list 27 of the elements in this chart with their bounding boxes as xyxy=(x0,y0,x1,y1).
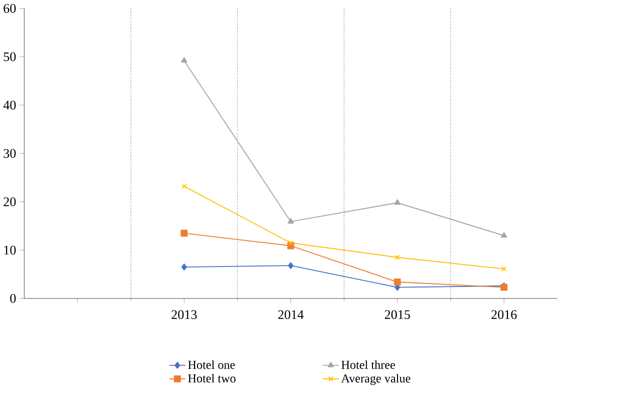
legend-label: Average value xyxy=(341,374,410,386)
y-tick-label: 10 xyxy=(4,246,16,255)
y-tick-label: 60 xyxy=(4,4,16,13)
legend-label: Hotel three xyxy=(341,360,395,369)
point xyxy=(394,278,401,286)
point xyxy=(394,254,400,260)
point xyxy=(500,232,508,238)
y-tick-label: 30 xyxy=(4,149,16,158)
point xyxy=(180,230,188,237)
point xyxy=(181,57,188,63)
y-tick-label: 20 xyxy=(4,197,16,206)
point xyxy=(288,262,294,270)
point xyxy=(394,199,400,205)
legend-label: Hotel two xyxy=(188,374,236,383)
x-tick-label: 2013 xyxy=(172,310,197,320)
x-tick-label: 2016 xyxy=(491,310,517,320)
point xyxy=(501,266,507,272)
point xyxy=(182,184,187,189)
y-tick-label: 50 xyxy=(4,52,16,62)
y-tick-label: 0 xyxy=(10,294,16,303)
x-tick-label: 2014 xyxy=(278,310,304,320)
y-tick-label: 40 xyxy=(3,100,16,110)
point xyxy=(181,264,187,271)
point xyxy=(288,218,294,224)
legend-label: Hotel one xyxy=(188,360,235,369)
x-tick-label: 2015 xyxy=(384,310,410,320)
point xyxy=(288,240,294,246)
